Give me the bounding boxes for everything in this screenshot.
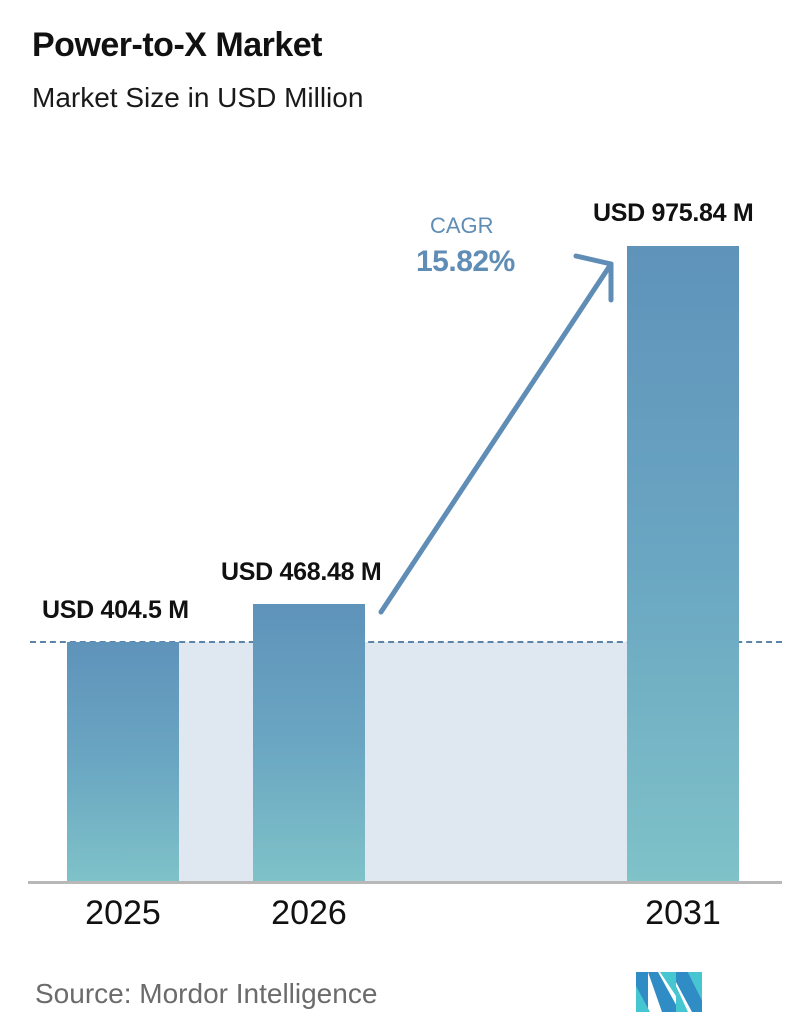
x-axis-line: [28, 881, 782, 884]
cagr-value: 15.82%: [416, 245, 515, 278]
reference-dashed-line: [30, 641, 782, 643]
source-text: Source: Mordor Intelligence: [35, 978, 378, 1009]
x-axis-label-2031: 2031: [645, 894, 721, 932]
bar-2031: [627, 246, 739, 882]
x-axis-label-2025: 2025: [85, 894, 161, 932]
chart-title: Power-to-X Market: [32, 26, 323, 64]
chart-subtitle: Market Size in USD Million: [32, 82, 364, 113]
bar-2026: [253, 604, 365, 882]
bar-2025: [67, 642, 179, 882]
mordor-intelligence-logo-icon: [636, 972, 702, 1012]
bar-value-label-2031: USD 975.84 M: [593, 199, 754, 227]
cagr-label: CAGR: [430, 213, 494, 238]
bar-value-label-2025: USD 404.5 M: [42, 596, 189, 624]
x-axis-label-2026: 2026: [271, 894, 347, 932]
bar-value-label-2026: USD 468.48 M: [221, 558, 382, 586]
